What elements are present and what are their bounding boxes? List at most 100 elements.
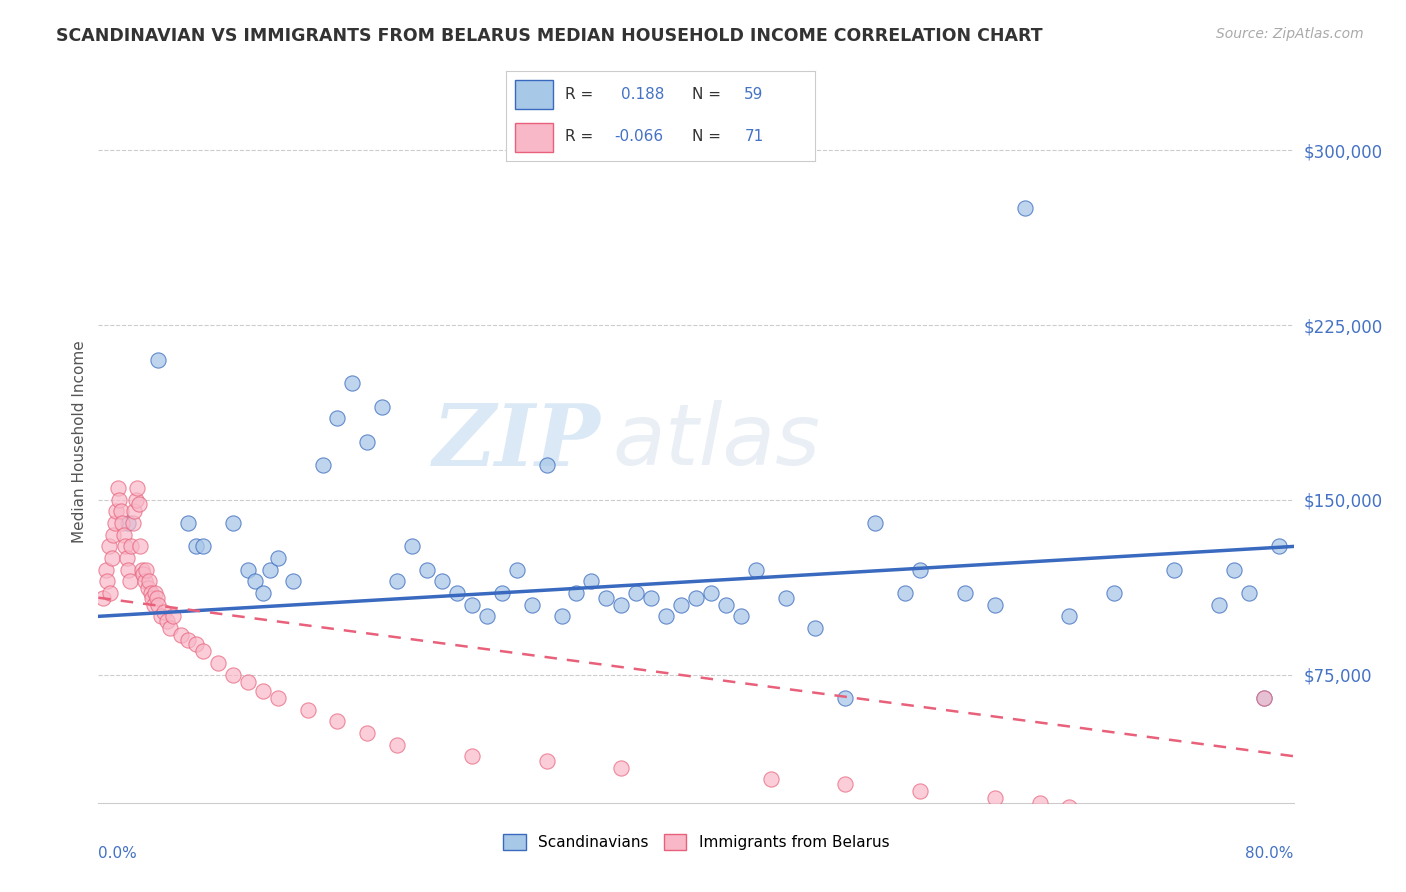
Point (550, 609, 572, 624)
Point (865, 516, 887, 530)
Point (105, 504, 128, 518)
Text: SCANDINAVIAN VS IMMIGRANTS FROM BELARUS MEDIAN HOUSEHOLD INCOME CORRELATION CHAR: SCANDINAVIAN VS IMMIGRANTS FROM BELARUS … (56, 27, 1043, 45)
Point (138, 574, 160, 589)
Point (759, 772, 782, 787)
Point (1253, 690, 1275, 705)
Point (97, 540, 120, 554)
Point (177, 632, 200, 647)
Point (311, 458, 333, 472)
Point (148, 353, 170, 368)
Point (520, 598, 543, 612)
Point (506, 563, 529, 577)
Text: R =: R = (565, 87, 593, 102)
Point (430, 574, 453, 589)
Point (356, 726, 378, 740)
Point (326, 714, 349, 729)
Point (236, 563, 259, 577)
Point (191, 644, 214, 658)
Point (98, 586, 122, 600)
Point (115, 551, 138, 566)
Point (461, 598, 484, 612)
Point (1237, 586, 1260, 600)
Point (385, 574, 409, 589)
Point (107, 481, 129, 495)
Point (595, 591, 617, 605)
Point (184, 540, 207, 554)
Text: 71: 71 (744, 129, 763, 144)
Text: Source: ZipAtlas.com: Source: ZipAtlas.com (1216, 27, 1364, 41)
Text: atlas: atlas (613, 400, 820, 483)
Point (281, 574, 304, 589)
Point (142, 598, 165, 612)
Point (117, 563, 139, 577)
Point (536, 458, 558, 472)
Point (356, 434, 378, 449)
Point (1208, 598, 1230, 612)
Point (159, 621, 181, 635)
Point (685, 591, 707, 605)
Point (1028, 796, 1050, 810)
Point (135, 563, 157, 577)
Point (101, 551, 124, 566)
Point (139, 586, 162, 600)
Text: 59: 59 (744, 87, 763, 102)
Point (124, 504, 146, 518)
Point (908, 784, 931, 798)
Point (162, 609, 184, 624)
Point (297, 702, 319, 716)
Point (401, 540, 423, 554)
Point (700, 586, 723, 600)
Point (252, 586, 274, 600)
Point (141, 591, 163, 605)
Point (120, 540, 142, 554)
Point (1253, 690, 1275, 705)
Point (222, 667, 245, 681)
Point (129, 540, 152, 554)
Point (145, 591, 167, 605)
Point (491, 586, 513, 600)
Point (834, 777, 856, 791)
Point (111, 516, 134, 530)
Text: N =: N = (692, 87, 721, 102)
Point (131, 563, 153, 577)
Point (207, 656, 229, 670)
Point (177, 516, 200, 530)
Point (148, 598, 170, 612)
Point (953, 586, 976, 600)
Point (745, 563, 768, 577)
Point (1014, 202, 1036, 216)
Point (114, 540, 136, 554)
Point (416, 563, 439, 577)
Point (804, 621, 827, 635)
Point (267, 551, 290, 566)
Point (156, 614, 179, 628)
Point (1163, 814, 1185, 829)
Point (103, 528, 125, 542)
Point (894, 586, 917, 600)
Point (730, 609, 752, 624)
Text: 80.0%: 80.0% (1246, 847, 1294, 861)
Point (1267, 540, 1289, 554)
Y-axis label: Median Household Income: Median Household Income (72, 340, 87, 543)
Point (153, 605, 176, 619)
Point (267, 690, 290, 705)
Point (121, 516, 143, 530)
Point (91, 591, 114, 605)
Text: R =: R = (565, 129, 593, 144)
Point (1133, 810, 1156, 824)
Point (326, 411, 349, 425)
Point (371, 400, 394, 414)
Point (191, 540, 214, 554)
Point (118, 574, 141, 589)
Point (110, 504, 132, 518)
Point (655, 609, 678, 624)
FancyBboxPatch shape (516, 123, 553, 152)
Point (1223, 563, 1246, 577)
Point (236, 674, 259, 689)
Point (245, 574, 267, 589)
Point (143, 586, 166, 600)
Point (252, 684, 274, 698)
FancyBboxPatch shape (516, 80, 553, 109)
Point (565, 586, 588, 600)
Text: 0.0%: 0.0% (98, 847, 138, 861)
